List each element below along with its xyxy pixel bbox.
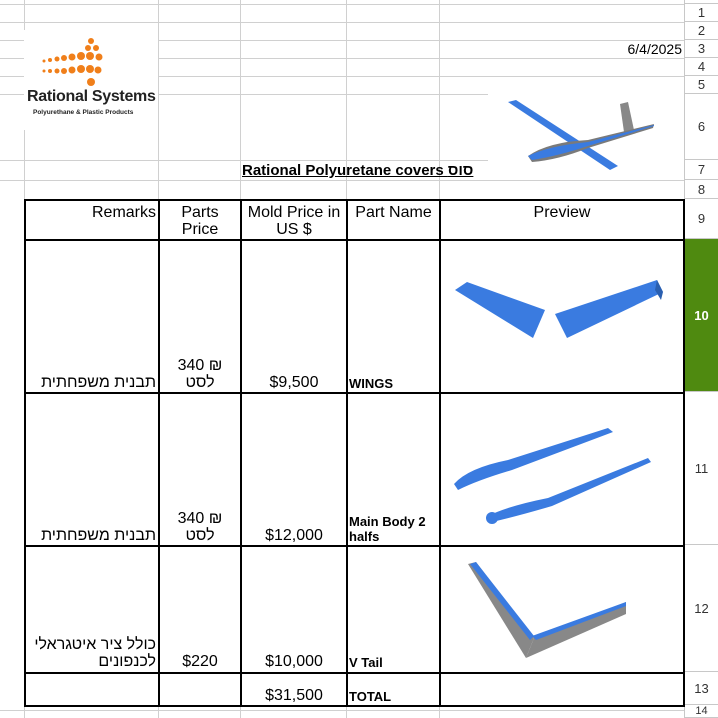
cell[interactable] — [158, 672, 242, 707]
part-name-value: Main Body 2 halfs — [349, 514, 426, 544]
parts-price-value: 340 ₪ — [177, 357, 223, 374]
row-header[interactable]: 8 — [684, 180, 718, 199]
cell[interactable] — [439, 672, 685, 707]
body-halves-model-image[interactable] — [448, 418, 658, 528]
cell[interactable] — [240, 239, 348, 394]
cell[interactable] — [158, 392, 242, 547]
cell[interactable] — [346, 672, 441, 707]
logo-dots-icon — [42, 38, 103, 86]
cell[interactable] — [439, 545, 685, 674]
row-header[interactable]: 9 — [684, 199, 718, 239]
remarks-value: תבנית משפחתית — [41, 374, 156, 391]
date-cell[interactable]: 6/4/2025 — [627, 41, 683, 57]
parts-price-value: $220 — [182, 653, 218, 670]
row-header[interactable]: 3 — [684, 40, 718, 58]
row-header[interactable]: 5 — [684, 76, 718, 94]
mold-price-value: $9,500 — [269, 374, 319, 391]
cell[interactable] — [240, 392, 348, 547]
cell[interactable] — [346, 545, 441, 674]
parts-price-unit: לסט — [185, 374, 215, 391]
wings-model-image[interactable] — [445, 270, 670, 350]
mold-price-value: $12,000 — [265, 527, 323, 544]
row-header[interactable]: 11 — [684, 392, 718, 545]
header-preview[interactable]: Preview — [439, 199, 685, 241]
cell[interactable] — [24, 239, 160, 394]
cell[interactable] — [24, 392, 160, 547]
total-mold-price: $31,500 — [265, 687, 323, 704]
row-header[interactable]: 12 — [684, 545, 718, 672]
row-header[interactable]: 7 — [684, 160, 718, 180]
row-header[interactable]: 13 — [684, 672, 718, 705]
header-remarks[interactable]: Remarks — [24, 199, 160, 241]
remarks-value: תבנית משפחתית — [41, 527, 156, 544]
mold-price-value: $10,000 — [265, 653, 323, 670]
sheet-title[interactable]: Rational Polyuretane covers סוס — [242, 162, 474, 179]
logo-name: Rational Systems — [27, 88, 156, 105]
cell[interactable] — [158, 239, 242, 394]
row-header[interactable]: 4 — [684, 58, 718, 76]
row-header-selected[interactable]: 10 — [684, 239, 718, 392]
part-name-value: V Tail — [349, 655, 383, 670]
part-name-value: WINGS — [349, 376, 394, 391]
airplane-model-icon — [508, 100, 654, 170]
remarks-value-line2: לכנפונים — [98, 653, 156, 670]
cell[interactable] — [24, 672, 160, 707]
logo-tagline: Polyurethane & Plastic Products — [33, 109, 134, 116]
row-header[interactable]: 14 — [684, 705, 718, 718]
parts-price-unit: לסט — [185, 527, 215, 544]
header-part-name[interactable]: Part Name — [346, 199, 441, 241]
airplane-image[interactable] — [488, 84, 684, 180]
total-label: TOTAL — [349, 689, 392, 704]
cell[interactable] — [346, 239, 441, 394]
v-tail-model-image[interactable] — [462, 558, 632, 668]
row-header[interactable]: 2 — [684, 22, 718, 40]
header-parts-price[interactable]: Parts Price — [158, 199, 242, 241]
row-header[interactable]: 6 — [684, 94, 718, 160]
header-mold-price[interactable]: Mold Price in US $ — [240, 199, 348, 241]
cell[interactable] — [240, 545, 348, 674]
row-header[interactable]: 1 — [684, 4, 718, 22]
company-logo: Rational Systems Polyurethane & Plastic … — [24, 30, 158, 130]
parts-price-value: 340 ₪ — [177, 510, 223, 527]
remarks-value: כולל ציר איטגראלי — [34, 636, 156, 653]
